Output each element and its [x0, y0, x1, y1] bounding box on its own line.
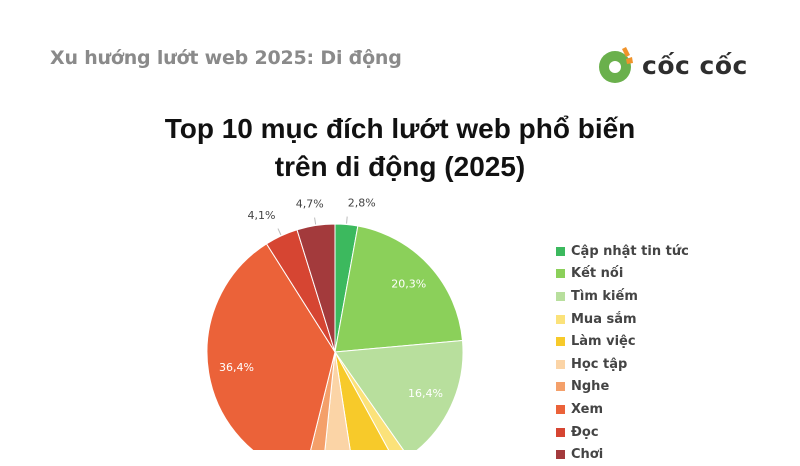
legend-label: Đọc	[571, 424, 599, 440]
brand-logo: cốc cốc	[596, 46, 748, 84]
coccoc-logo-icon	[599, 47, 633, 83]
legend-label: Học tập	[571, 356, 628, 372]
pie-leader-line	[314, 217, 317, 225]
pie-leader-line	[346, 216, 348, 224]
pie-slice-hoc-tap	[324, 351, 351, 450]
brand-name: cốc cốc	[642, 50, 748, 80]
legend-item-tim-kiem: Tìm kiếm	[556, 285, 689, 308]
legend-item-ket-noi: Kết nối	[556, 263, 689, 286]
pie-data-label: 4,7%	[296, 198, 324, 211]
legend-label: Mua sắm	[571, 311, 637, 327]
pie-data-label: 16,4%	[408, 387, 443, 400]
pie-slice-ket-noi	[334, 225, 464, 353]
legend-item-hoc-tap: Học tập	[556, 353, 689, 376]
legend-item-cap-nhat-tin-tuc: Cập nhật tin tức	[556, 240, 689, 263]
legend-item-mua-sam: Mua sắm	[556, 308, 689, 331]
legend-label: Chơi	[571, 447, 604, 463]
pie-slice-nghe	[310, 351, 336, 450]
pie-leader-line	[277, 228, 282, 236]
chart-title: Top 10 mục đích lướt web phổ biến trên d…	[0, 110, 800, 186]
legend-item-lam-viec: Làm việc	[556, 330, 689, 353]
legend-swatch	[556, 359, 565, 369]
chart-title-line-1: Top 10 mục đích lướt web phổ biến	[164, 113, 636, 144]
pie-data-label: 36,4%	[219, 361, 254, 374]
pie-slice-tim-kiem	[334, 339, 464, 450]
legend-swatch	[556, 337, 565, 347]
pie-slice-lam-viec	[334, 351, 390, 450]
legend-item-doc: Đọc	[556, 421, 689, 444]
legend-label: Cập nhật tin tức	[571, 243, 689, 259]
pie-chart: 2,8% 20,3% 16,4% 36,4% 4,1% 4,7%	[206, 197, 464, 450]
pie-data-label: 2,8%	[348, 197, 376, 210]
legend-label: Tìm kiếm	[571, 288, 638, 304]
legend-item-nghe: Nghe	[556, 376, 689, 399]
pie-slice-xem	[206, 243, 336, 450]
pie-data-label: 4,1%	[247, 209, 275, 222]
legend-swatch	[556, 382, 565, 392]
pie-data-label: 20,3%	[391, 278, 426, 291]
page-subtitle: Xu hướng lướt web 2025: Di động	[50, 47, 402, 69]
legend-swatch	[556, 269, 565, 279]
legend-swatch	[556, 404, 565, 414]
legend-label: Kết nối	[571, 266, 624, 282]
legend-swatch	[556, 246, 565, 256]
pie-slice-choi	[296, 223, 336, 353]
legend-swatch	[556, 450, 565, 460]
chart-legend: Cập nhật tin tức Kết nối Tìm kiếm Mua sắm Là…	[556, 240, 689, 466]
chart-title-line-2: trên di động (2025)	[274, 151, 526, 182]
legend-label: Xem	[571, 401, 604, 417]
legend-swatch	[556, 291, 565, 301]
legend-item-choi: Chơi	[556, 443, 689, 466]
legend-swatch	[556, 314, 565, 324]
legend-swatch	[556, 427, 565, 437]
legend-label: Làm việc	[571, 334, 636, 350]
legend-item-xem: Xem	[556, 398, 689, 421]
legend-label: Nghe	[571, 379, 610, 395]
